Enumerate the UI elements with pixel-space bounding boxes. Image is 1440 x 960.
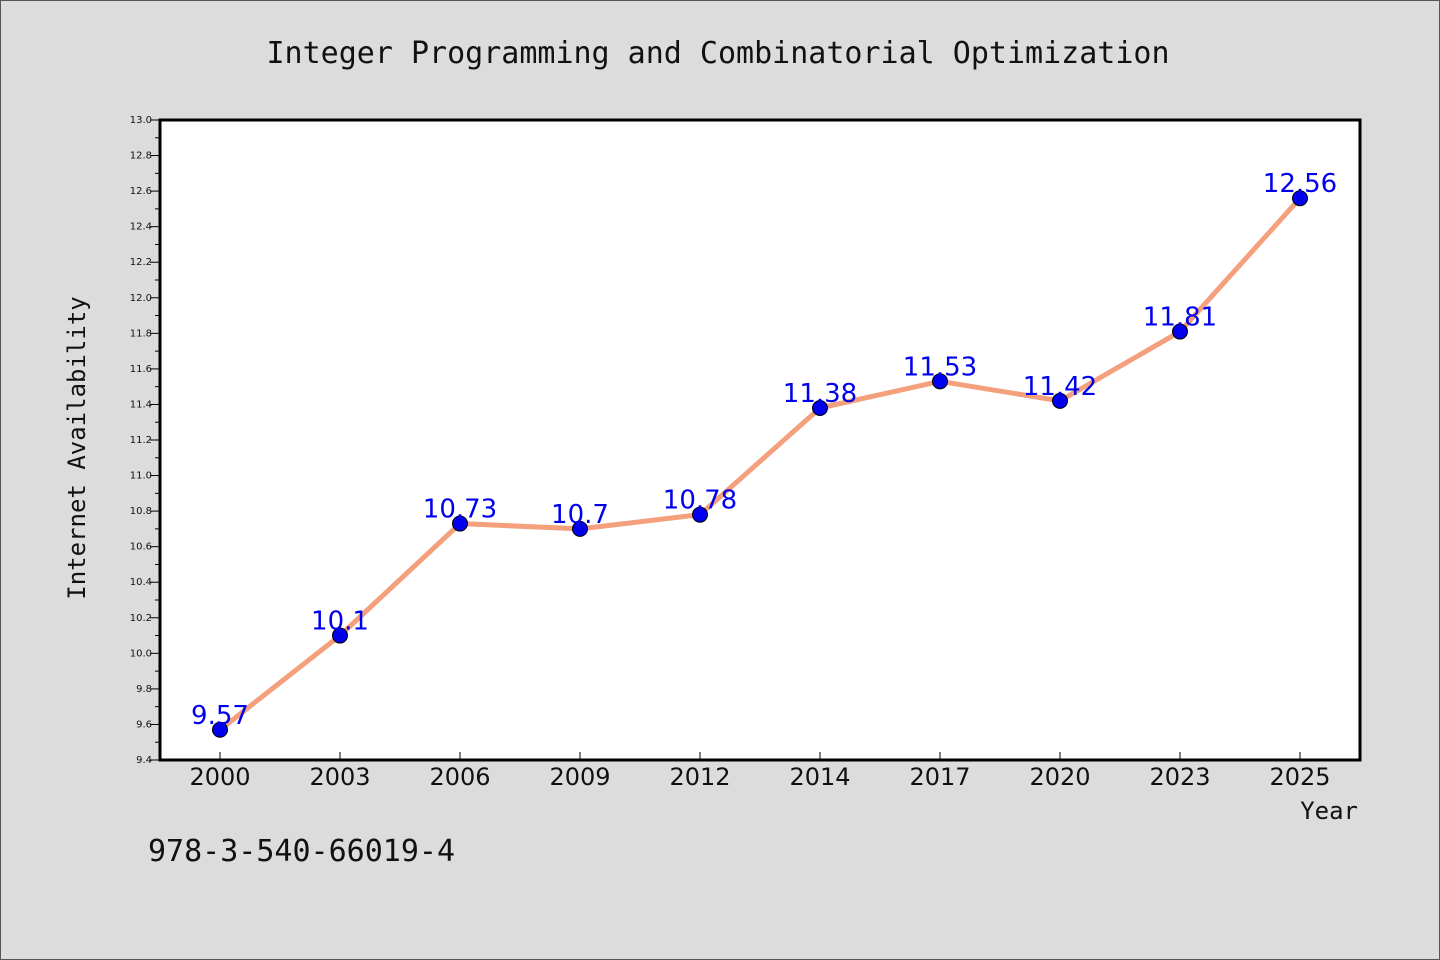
data-label: 10.73	[423, 495, 497, 525]
data-point	[932, 373, 948, 390]
x-tick-label: 2012	[669, 763, 730, 791]
data-point	[452, 515, 468, 532]
y-tick-label: 9.6	[136, 719, 152, 730]
series-line	[217, 195, 1303, 733]
isbn-text: 978-3-540-66019-4	[148, 834, 456, 869]
y-tick-label: 11.2	[130, 435, 152, 446]
y-axis-ticks: 9.4 9.6 9.8 10.0 10.2 10.4 10.6 10.8 11.0 11.2 11.…	[130, 115, 160, 766]
data-markers	[212, 190, 1308, 738]
data-label: 12.56	[1263, 169, 1337, 199]
y-tick-label: 10.2	[130, 613, 152, 624]
data-point	[212, 721, 228, 738]
data-point	[332, 627, 348, 644]
y-tick-label: 9.8	[136, 684, 152, 695]
y-tick-label: 9.4	[136, 755, 152, 766]
data-label: 11.53	[903, 352, 977, 382]
y-tick-label: 12.8	[130, 151, 152, 162]
x-axis-ticks: 2000 2003 2006 2009 2012 2014 2017 2020 2023 2025	[189, 752, 1331, 791]
data-label: 10.1	[311, 607, 369, 637]
plot-area	[158, 118, 1362, 762]
x-tick-label: 2017	[909, 763, 970, 791]
y-tick-label: 13.0	[130, 115, 152, 126]
data-point	[692, 506, 708, 523]
y-tick-label: 12.6	[130, 186, 152, 197]
data-point	[812, 400, 828, 416]
data-point	[1052, 392, 1068, 409]
data-label: 9.57	[191, 701, 249, 731]
series-line-group	[217, 195, 1303, 733]
y-tick-label: 12.4	[130, 222, 152, 233]
chart-title: Integer Programming and Combinatorial Op…	[266, 36, 1169, 71]
data-point	[1172, 323, 1188, 340]
y-axis-label: Internet Availability	[63, 296, 91, 599]
data-labels: 9.57 10.1 10.73 10.7 10.78 11.38 11.53 11.42 11.…	[191, 169, 1337, 731]
y-tick-label: 10.6	[130, 542, 152, 553]
x-tick-label: 2023	[1149, 763, 1210, 791]
x-tick-label: 2003	[309, 763, 370, 791]
y-tick-label: 12.2	[130, 257, 152, 268]
data-label: 10.7	[551, 500, 609, 530]
data-label: 11.81	[1143, 303, 1217, 333]
y-tick-label: 12.0	[130, 293, 152, 304]
y-tick-label: 11.6	[130, 364, 152, 375]
y-tick-label: 10.4	[130, 577, 152, 588]
x-axis-label: Year	[1300, 797, 1358, 825]
x-tick-label: 2009	[549, 763, 610, 791]
data-point	[1292, 190, 1308, 207]
data-point	[572, 520, 588, 537]
y-tick-label: 11.8	[130, 328, 152, 339]
x-tick-label: 2014	[789, 763, 850, 791]
x-tick-label: 2020	[1029, 763, 1090, 791]
y-tick-label: 10.8	[130, 506, 152, 517]
x-tick-label: 2006	[429, 763, 490, 791]
y-tick-label: 11.4	[130, 399, 152, 410]
data-label: 11.38	[783, 379, 857, 409]
data-label: 10.78	[663, 486, 737, 516]
x-tick-label: 2025	[1269, 763, 1330, 791]
x-tick-label: 2000	[189, 763, 250, 791]
data-label: 11.42	[1023, 372, 1097, 402]
y-tick-label: 11.0	[130, 471, 152, 482]
y-tick-label: 10.0	[130, 648, 152, 659]
